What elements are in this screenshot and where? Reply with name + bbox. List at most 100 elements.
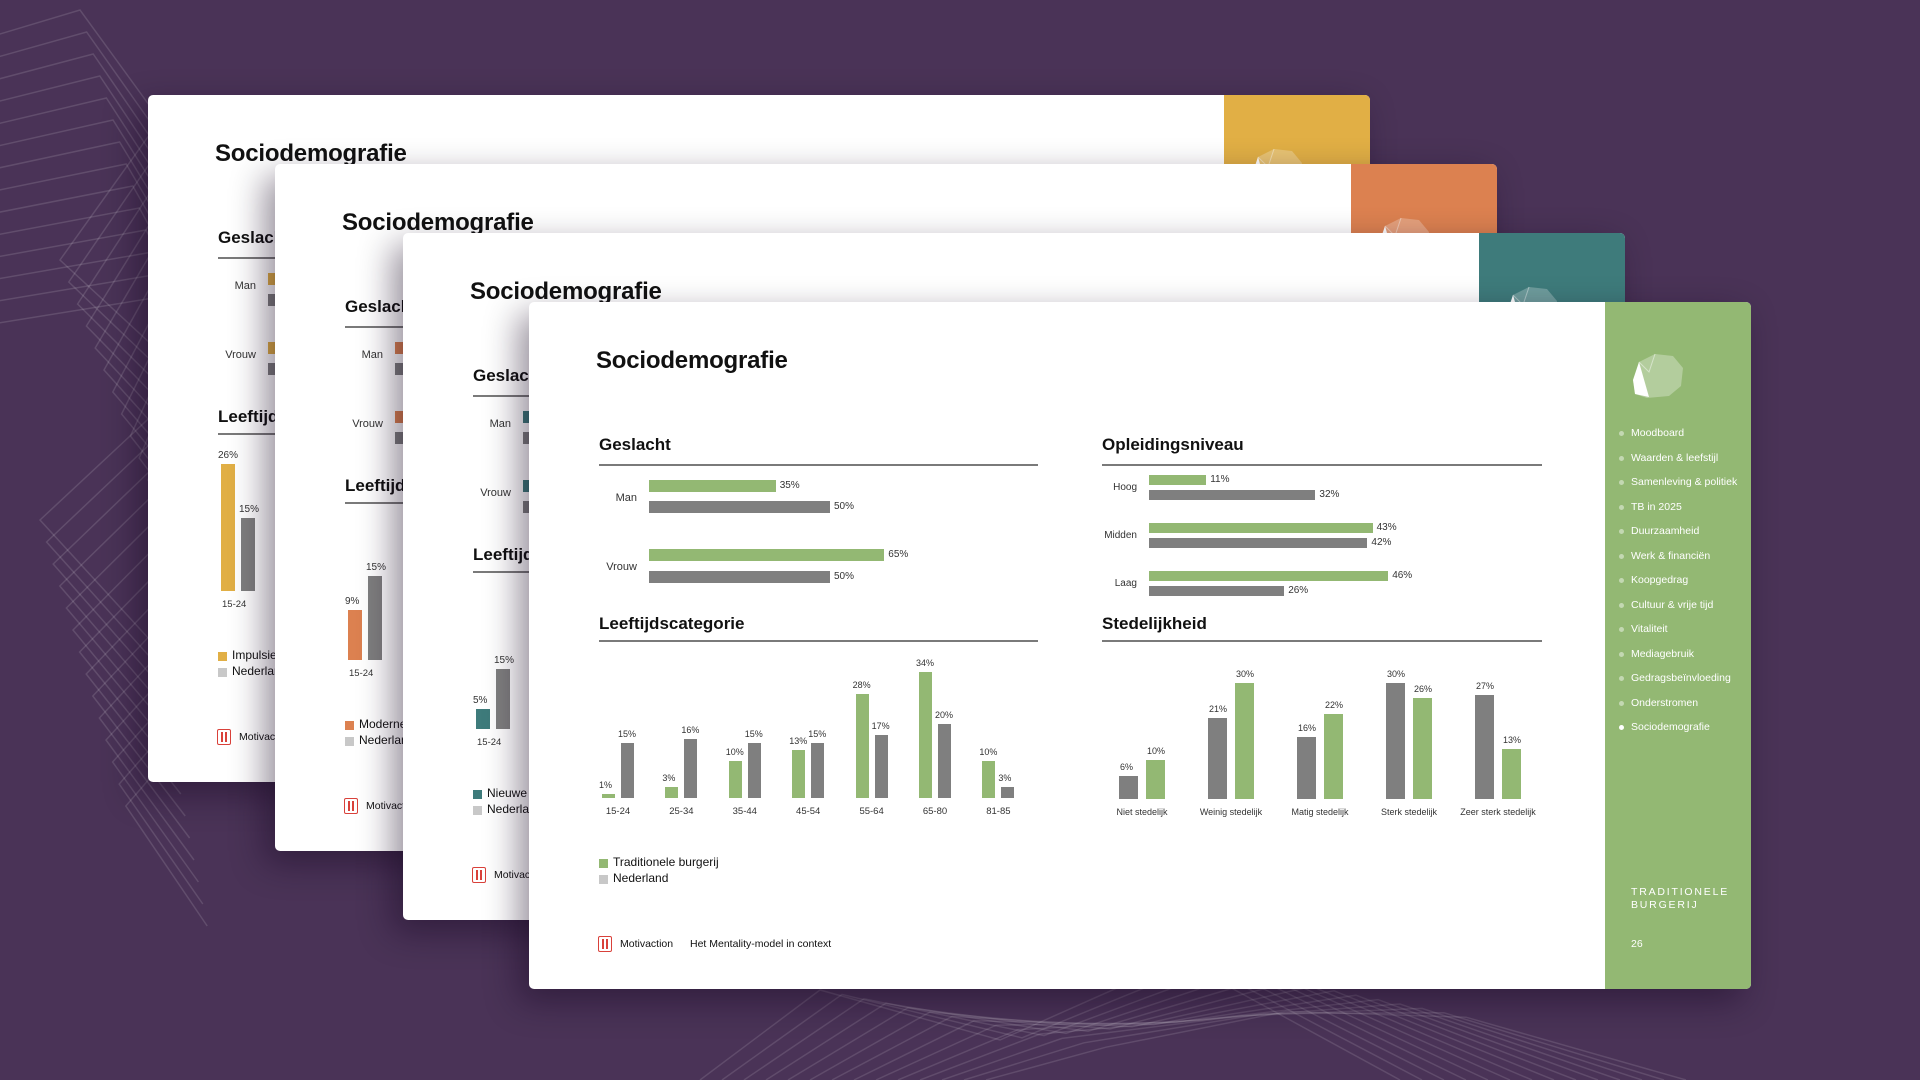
age-value-label: 15% [618, 728, 637, 739]
main-slide-traditionele-burgerij[interactable]: Sociodemografie Geslacht Man 35% 50% Vrouw 65%… [529, 302, 1751, 989]
sidebar-nav-item[interactable]: Duurzaamheid [1613, 522, 1747, 540]
gender-bar-group [649, 480, 776, 492]
motivaction-logo-icon [598, 936, 612, 952]
education-row-label: Laag [1114, 578, 1137, 589]
age-value-label: 15% [366, 562, 387, 573]
section-divider [1102, 640, 1542, 642]
gender-bar-group [649, 549, 885, 561]
section-header-gender: Geslacht [473, 366, 545, 385]
sidebar-nav-item[interactable]: Samenleving & politiek [1613, 473, 1747, 491]
gender-row-label: Man [615, 492, 637, 504]
urban-category-label: Weinig stedelijk [1199, 807, 1263, 817]
urban-bar-nederland [1386, 682, 1405, 799]
education-row-label: Hoog [1113, 482, 1137, 493]
nav-bullet-icon [1619, 431, 1624, 436]
age-value-label: 16% [681, 724, 700, 735]
urban-bar-group [1502, 748, 1521, 799]
sidebar-nav-label: Onderstromen [1631, 696, 1699, 709]
sidebar-nav-item[interactable]: Werk & financiën [1613, 547, 1747, 565]
age-bar-nederland [1001, 786, 1015, 798]
urban-category-label: Sterk stedelijk [1380, 807, 1438, 817]
education-bar-nederland [1149, 490, 1316, 500]
nav-bullet-icon [1619, 602, 1624, 608]
sidebar-nav-item[interactable]: Vitaliteit [1613, 620, 1747, 638]
age-bar-group [221, 463, 235, 591]
sidebar-nav-label: Samenleving & politiek [1631, 476, 1738, 488]
legend-label-group: Moderne [359, 717, 407, 731]
age-value-label: 28% [852, 680, 871, 691]
age-value-label: 15% [744, 728, 763, 739]
age-bar-group [476, 709, 490, 729]
urban-bar-nederland [1208, 717, 1227, 799]
gender-row-label: Man [361, 349, 383, 361]
sidebar-nav-label: Moodboard [1631, 427, 1685, 439]
age-bar-nederland [747, 742, 761, 798]
sidebar-nav-label: Gedragsbeïnvloeding [1631, 672, 1731, 684]
urban-value-label: 26% [1414, 684, 1433, 695]
age-value-label: 15% [494, 655, 515, 666]
gender-value-label: 50% [834, 501, 855, 512]
age-bar-group [982, 761, 996, 798]
sidebar-nav-item[interactable]: Onderstromen [1613, 694, 1747, 712]
age-value-label: 34% [916, 658, 935, 669]
nav-bullet-icon [1619, 627, 1624, 632]
section-divider [599, 640, 1038, 642]
urban-value-label: 16% [1298, 723, 1317, 734]
nav-bullet-icon [1619, 529, 1624, 534]
age-category-label: 55-64 [859, 806, 884, 817]
page-title: Sociodemografie [596, 347, 788, 374]
segment-label: TRADITIONELE BURGERIJ [1631, 886, 1730, 911]
age-category-label: 15-24 [349, 668, 374, 679]
gender-bar-nederland [649, 571, 830, 583]
sidebar-nav-item[interactable]: Mediagebruik [1613, 645, 1747, 663]
urban-bar-group [1235, 682, 1254, 799]
section-header-urban: Stedelijkheid [1102, 614, 1207, 633]
education-value-label: 43% [1376, 522, 1397, 533]
legend-label-nederland: Nederland [613, 871, 669, 885]
legend-label-nederland: Nederland [359, 733, 415, 747]
gender-row-label: Vrouw [480, 487, 511, 499]
section-header-education: Opleidingsniveau [1102, 435, 1244, 454]
section-header-gender: Geslacht [599, 435, 671, 454]
age-value-label: 1% [599, 780, 613, 791]
sidebar-nav-item[interactable]: Sociodemografie [1613, 718, 1747, 736]
gender-value-label: 65% [888, 549, 909, 560]
sidebar-nav-item[interactable]: Gedragsbeïnvloeding [1613, 669, 1747, 687]
sidebar-nav-item[interactable]: Koopgedrag [1613, 571, 1747, 589]
legend-swatch-nederland [218, 668, 227, 677]
urban-bar-group [1413, 698, 1432, 799]
age-value-label: 10% [979, 747, 998, 757]
sidebar-nav-item[interactable]: Waarden & leefstijl [1613, 449, 1747, 467]
section-header-gender: Geslacht [218, 228, 290, 247]
legend-swatch-nederland [345, 737, 354, 746]
age-value-label: 26% [218, 449, 239, 461]
education-bar-nederland [1149, 586, 1285, 596]
page-title: Sociodemografie [215, 140, 407, 167]
sidebar-nav-item[interactable]: Cultuur & vrije tijd [1613, 596, 1747, 614]
sidebar-nav-item[interactable]: Moodboard [1613, 424, 1747, 442]
motivaction-logo-icon [344, 798, 358, 814]
age-bar-nederland [241, 517, 255, 591]
nav-bullet-icon [1619, 700, 1624, 706]
nav-bullet-icon [1619, 651, 1624, 657]
urban-category-label: Zeer sterk stedelijk [1460, 807, 1536, 817]
legend-label-nederland: Nederland [232, 664, 288, 678]
sidebar-nav-label: Duurzaamheid [1631, 525, 1700, 537]
age-bar-nederland [874, 735, 888, 798]
legend-swatch-group [345, 721, 354, 730]
sidebar-nav-item[interactable]: TB in 2025 [1613, 498, 1747, 516]
sidebar-nav-label: TB in 2025 [1631, 500, 1682, 513]
age-bar-nederland [368, 576, 382, 660]
age-bar-group [348, 609, 362, 660]
urban-value-label: 21% [1209, 703, 1228, 714]
age-category-label: 15-24 [605, 806, 631, 817]
nav-bullet-icon [1619, 504, 1624, 510]
gender-bar-nederland [649, 501, 830, 513]
sidebar-nav-label: Sociodemografie [1631, 721, 1710, 733]
gender-value-label: 50% [834, 571, 855, 582]
urban-value-label: 30% [1387, 668, 1406, 679]
urban-bar-nederland [1297, 737, 1316, 799]
age-bar-group [602, 794, 615, 798]
education-bar-group [1149, 523, 1373, 533]
gender-row-label: Vrouw [606, 561, 637, 573]
